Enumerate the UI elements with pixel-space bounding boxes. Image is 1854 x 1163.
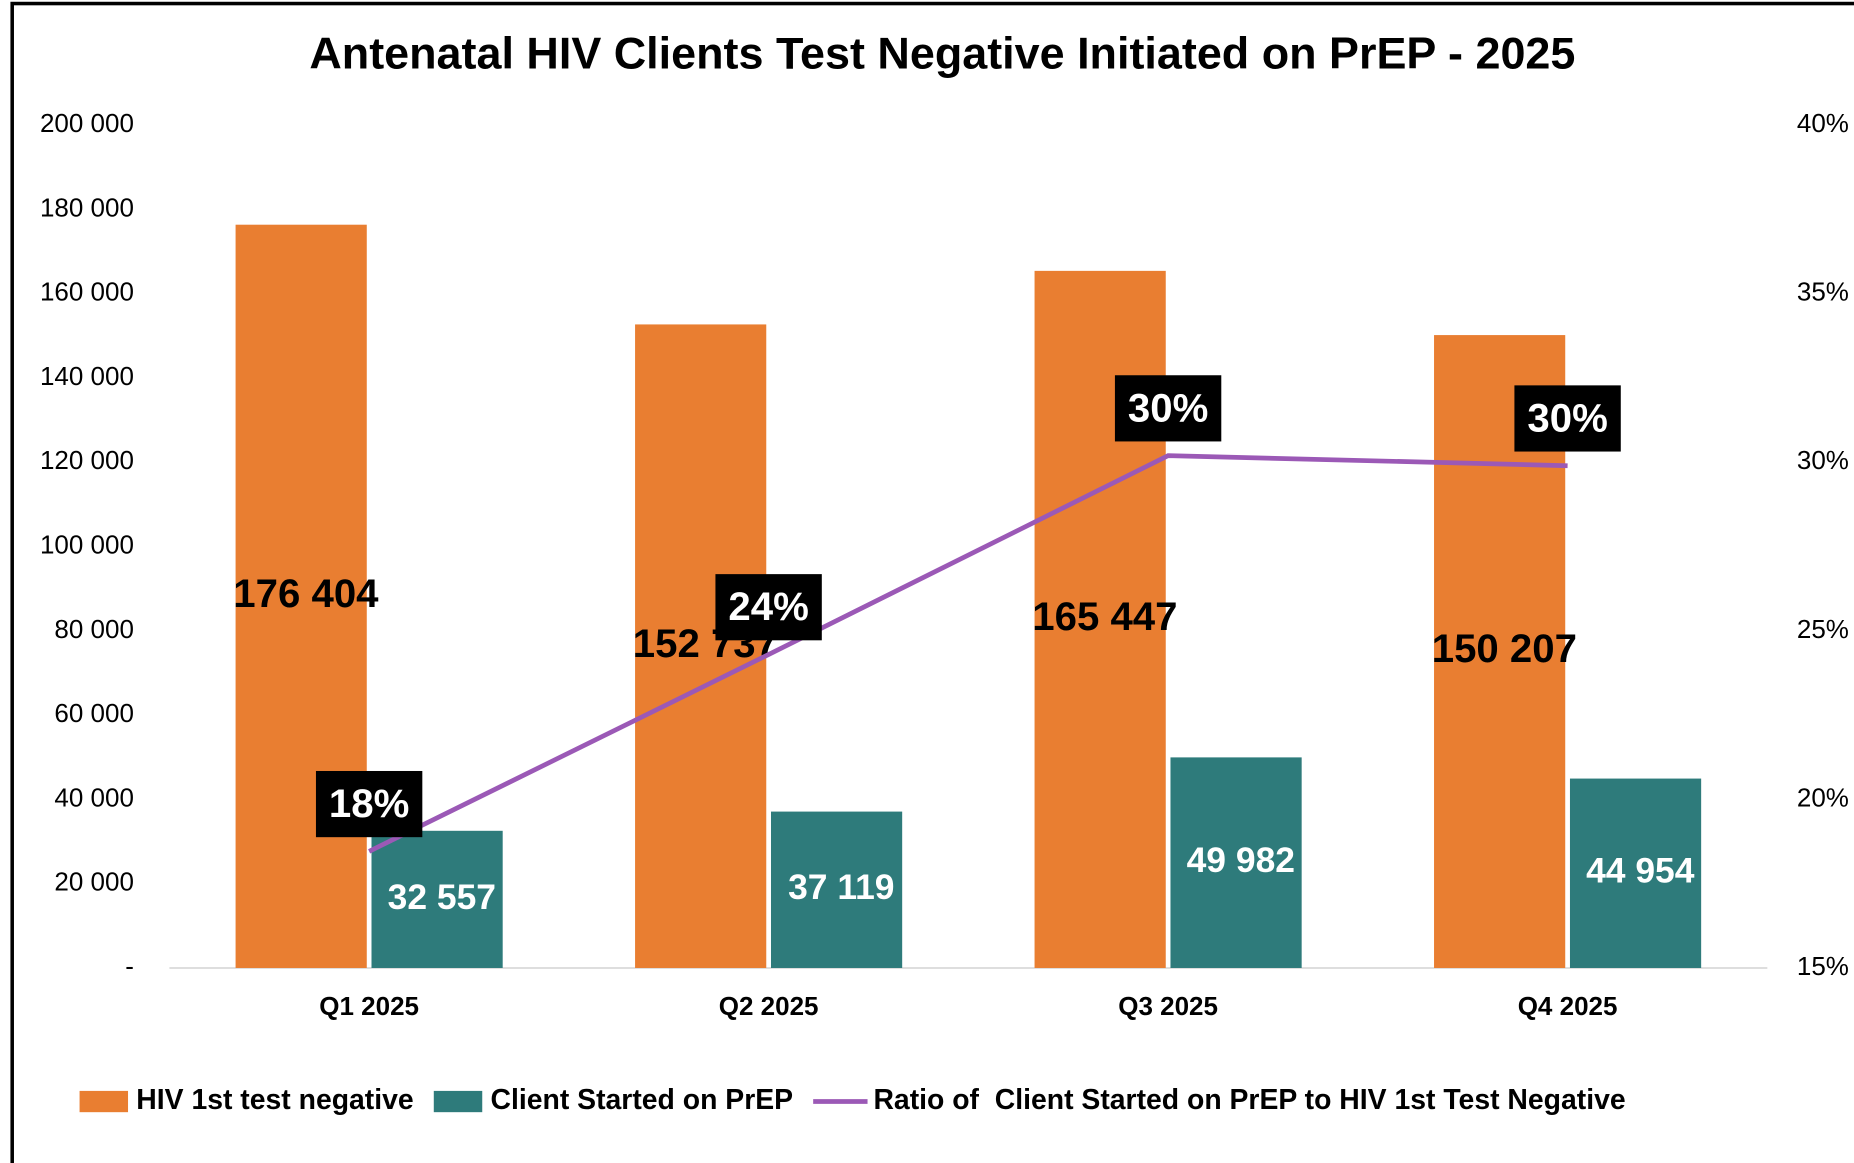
data-label: 32 557 xyxy=(388,877,496,917)
data-label: 37 119 xyxy=(788,867,894,907)
y2-tick-label: 30% xyxy=(1797,445,1849,475)
legend-swatch xyxy=(79,1090,129,1113)
y2-tick-label: 20% xyxy=(1797,782,1849,812)
data-label: 150 207 xyxy=(1432,626,1577,671)
bar xyxy=(1569,778,1702,968)
bar xyxy=(770,811,903,968)
y2-tick-label: 25% xyxy=(1797,614,1849,644)
y-tick-label: 40 000 xyxy=(54,782,134,812)
x-tick-label: Q4 2025 xyxy=(1518,991,1618,1021)
data-label-box xyxy=(1114,375,1222,442)
x-tick-label: Q3 2025 xyxy=(1118,991,1218,1021)
y-tick-label: 60 000 xyxy=(54,698,134,728)
chart-title: Antenatal HIV Clients Test Negative Init… xyxy=(309,28,1575,79)
data-label: 24% xyxy=(728,584,808,629)
data-label: 49 982 xyxy=(1187,840,1295,880)
y2-tick-label: 15% xyxy=(1797,951,1849,981)
bar xyxy=(1170,757,1302,968)
data-label: 18% xyxy=(329,781,409,826)
y-tick-label: 140 000 xyxy=(40,361,134,391)
legend-label: HIV 1st test negative xyxy=(136,1084,413,1116)
y-tick-label: 200 000 xyxy=(40,108,134,138)
y-tick-label: 160 000 xyxy=(40,277,134,307)
y-tick-label: 180 000 xyxy=(40,192,134,222)
y-tick-label: 20 000 xyxy=(54,867,134,897)
x-tick-label: Q1 2025 xyxy=(319,991,419,1021)
line-series xyxy=(368,453,1568,854)
bar xyxy=(235,224,367,968)
y2-tick-label: 40% xyxy=(1797,108,1849,138)
legend-label: Ratio of Client Started on PrEP to HIV 1… xyxy=(873,1084,1625,1116)
y-tick-label: 100 000 xyxy=(40,530,134,560)
data-label: 165 447 xyxy=(1032,594,1177,639)
data-label-box xyxy=(315,770,423,838)
data-label: 44 954 xyxy=(1586,851,1695,891)
y2-tick-label: 35% xyxy=(1797,277,1849,307)
data-label: 30% xyxy=(1128,385,1208,430)
bar xyxy=(635,324,767,968)
y-tick-label: 120 000 xyxy=(40,445,134,475)
data-label-box xyxy=(715,574,822,641)
legend-swatch xyxy=(433,1090,483,1113)
x-tick-label: Q2 2025 xyxy=(719,991,819,1021)
data-label: 176 404 xyxy=(233,571,379,616)
data-label: 30% xyxy=(1527,395,1607,440)
data-label-box xyxy=(1514,385,1621,452)
y-tick-label: - xyxy=(125,951,134,981)
y-tick-label: 80 000 xyxy=(54,614,134,644)
legend-label: Client Started on PrEP xyxy=(491,1084,794,1116)
bar xyxy=(371,830,503,968)
